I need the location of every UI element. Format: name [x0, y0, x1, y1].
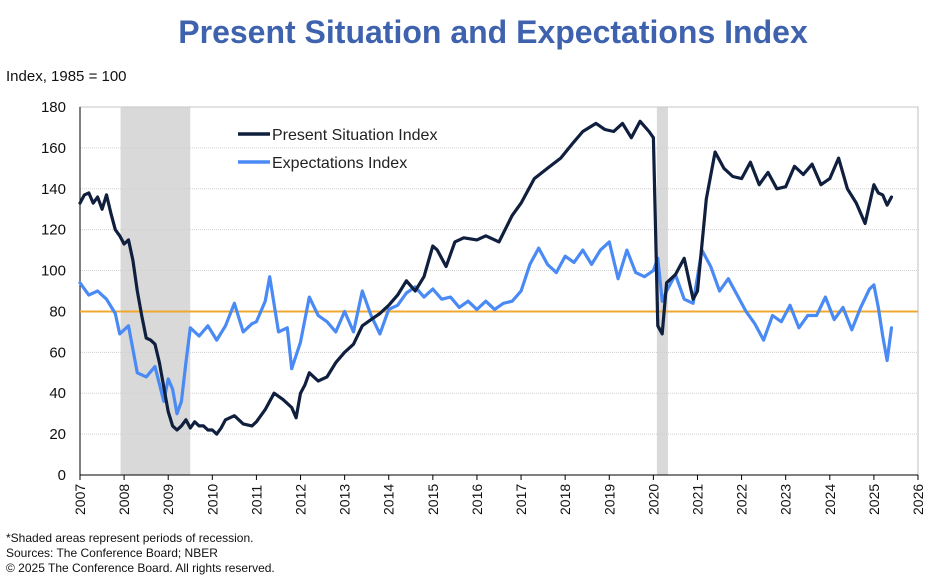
x-tick-label: 2025 [866, 484, 882, 515]
axis-layer: 0 20 40 60 80 100 120 140 160 180 2007 2008 2009 2010… [41, 99, 926, 515]
expectations-series-line [78, 240, 894, 416]
grid-layer [79, 106, 919, 476]
sources-footnote: Sources: The Conference Board; NBER [6, 546, 218, 560]
footnotes: *Shaded areas represent periods of reces… [6, 531, 275, 576]
x-tick-label: 2023 [778, 484, 794, 515]
x-tick-label: 2011 [248, 485, 264, 515]
x-tick-label: 2007 [72, 484, 88, 515]
line-chart: 0 20 40 60 80 100 120 140 160 180 2007 2008 2009 2010… [41, 99, 926, 515]
recession-footnote: *Shaded areas represent periods of reces… [6, 531, 254, 545]
legend-item-expectations-label: Expectations Index [272, 155, 407, 172]
x-tick-label: 2010 [204, 484, 220, 515]
y-tick-label: 20 [49, 426, 66, 443]
recession-band [120, 107, 191, 475]
y-tick-label: 180 [41, 99, 66, 116]
y-tick-label: 140 [41, 181, 66, 198]
x-tick-label: 2009 [160, 484, 176, 515]
x-tick-label: 2022 [734, 484, 750, 515]
legend: Present Situation Index Expectations Inde… [238, 127, 437, 172]
x-tick-label: 2012 [293, 484, 309, 515]
y-tick-label: 80 [49, 303, 66, 320]
legend-item-present-situation-label: Present Situation Index [272, 127, 437, 144]
plot-area-frame [79, 106, 919, 476]
x-tick-label: 2019 [601, 484, 617, 515]
y-axis-unit-label: Index, 1985 = 100 [6, 68, 127, 85]
x-tick-label: 2024 [822, 484, 838, 515]
x-tick-label: 2021 [689, 484, 705, 515]
x-tick-label: 2013 [337, 484, 353, 515]
x-tick-label: 2026 [910, 484, 926, 515]
present-situation-series-line [78, 119, 894, 436]
chart-title: Present Situation and Expectations Index [178, 14, 808, 50]
y-tick-label: 160 [41, 140, 66, 157]
series-layer [78, 119, 894, 436]
y-tick-label: 40 [49, 385, 66, 402]
x-tick-label: 2017 [513, 484, 529, 515]
x-tick-label: 2015 [425, 484, 441, 515]
copyright-footnote: © 2025 The Conference Board. All rights … [6, 561, 275, 575]
x-tick-label: 2008 [116, 484, 132, 515]
y-tick-label: 120 [41, 222, 66, 239]
y-tick-label: 60 [49, 344, 66, 361]
y-tick-label: 0 [58, 467, 66, 484]
x-tick-label: 2018 [557, 484, 573, 515]
x-tick-label: 2016 [469, 484, 485, 515]
y-tick-label: 100 [41, 263, 66, 280]
x-tick-label: 2014 [381, 484, 397, 515]
x-tick-label: 2020 [645, 484, 661, 515]
